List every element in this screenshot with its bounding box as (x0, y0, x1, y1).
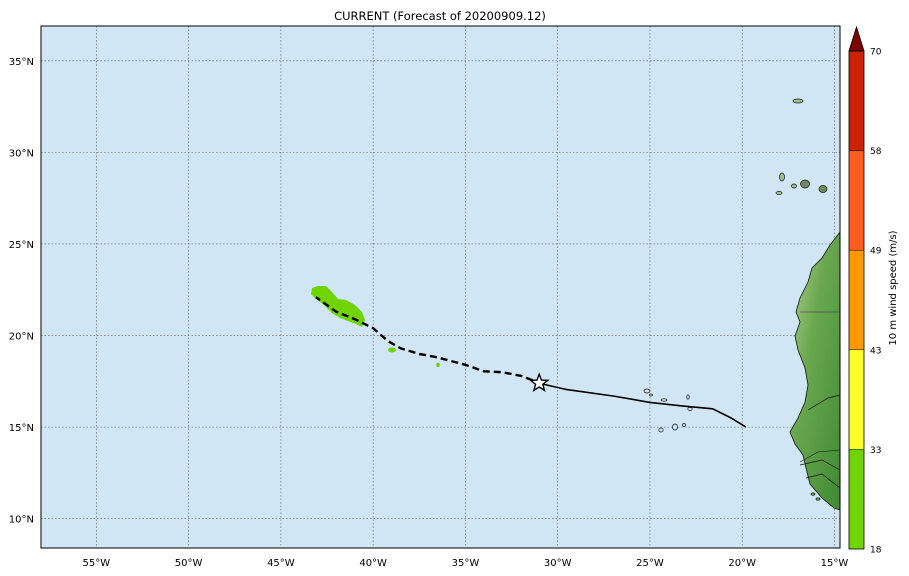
africa-landmass (789, 231, 840, 511)
lon-tick-label: 40°W (359, 558, 387, 569)
island (687, 407, 693, 411)
lon-tick-label: 35°W (452, 558, 480, 569)
colorbar: 18 33 43 49 58 70 (848, 25, 882, 556)
wind-swath (436, 362, 440, 368)
island (791, 183, 797, 189)
island (810, 492, 816, 496)
island (643, 388, 651, 394)
border-line (799, 459, 840, 471)
island (818, 185, 828, 193)
colorbar-segment (849, 449, 864, 549)
island (660, 398, 668, 402)
colorbar-extend-arrow (848, 25, 865, 52)
lon-tick-label: 15°W (821, 558, 849, 569)
island (649, 393, 653, 397)
lat-tick-label: 35°N (9, 57, 34, 68)
island (775, 191, 783, 195)
border-line (807, 394, 840, 411)
lon-tick-label: 50°W (175, 558, 203, 569)
island (792, 98, 804, 104)
colorbar-segment (849, 51, 864, 151)
colorbar-tick-label: 18 (870, 546, 882, 556)
lat-tick-label: 25°N (9, 240, 34, 251)
wind-swath (388, 347, 396, 353)
border-line (805, 473, 840, 489)
wind-swath (311, 286, 365, 327)
colorbar-tick-label: 43 (870, 346, 881, 356)
colorbar-frame (848, 50, 865, 550)
island (682, 423, 686, 427)
island (672, 423, 678, 431)
lon-tick-label: 45°W (267, 558, 295, 569)
island (815, 497, 821, 501)
island (686, 394, 690, 400)
colorbar-label: 10 m wind speed (m/s) (888, 230, 899, 345)
colorbar-tick-label: 49 (870, 247, 882, 257)
lon-tick-label: 55°W (83, 558, 111, 569)
lon-tick-label: 25°W (636, 558, 664, 569)
lat-tick-label: 30°N (9, 148, 34, 159)
lat-tick-label: 15°N (9, 423, 34, 434)
lat-tick-label: 10°N (9, 515, 34, 526)
ocean-area (41, 26, 840, 548)
latitude-labels: 35°N 30°N 25°N 20°N 15°N 10°N (9, 57, 34, 526)
river-line (799, 449, 840, 463)
map-frame (40, 25, 841, 549)
lon-tick-label: 30°W (544, 558, 572, 569)
current-position-star-icon (528, 372, 550, 392)
colorbar-segment (849, 349, 864, 450)
lon-tick-label: 20°W (728, 558, 756, 569)
island (779, 172, 785, 182)
forecast-track (315, 296, 544, 386)
island (800, 179, 810, 189)
colorbar-tick-label: 70 (870, 48, 882, 58)
colorbar-segment (849, 250, 864, 350)
map-title: CURRENT (Forecast of 20200909.12) (334, 9, 546, 23)
colorbar-tick-label: 58 (870, 147, 882, 157)
colorbar-tick-label: 33 (870, 446, 881, 456)
colorbar-segment (849, 150, 864, 251)
longitude-labels: 55°W 50°W 45°W 40°W 35°W 30°W 25°W 20°W 15°W (83, 558, 849, 569)
lat-tick-label: 20°N (9, 332, 34, 343)
island (658, 427, 664, 433)
observed-track (542, 383, 747, 428)
